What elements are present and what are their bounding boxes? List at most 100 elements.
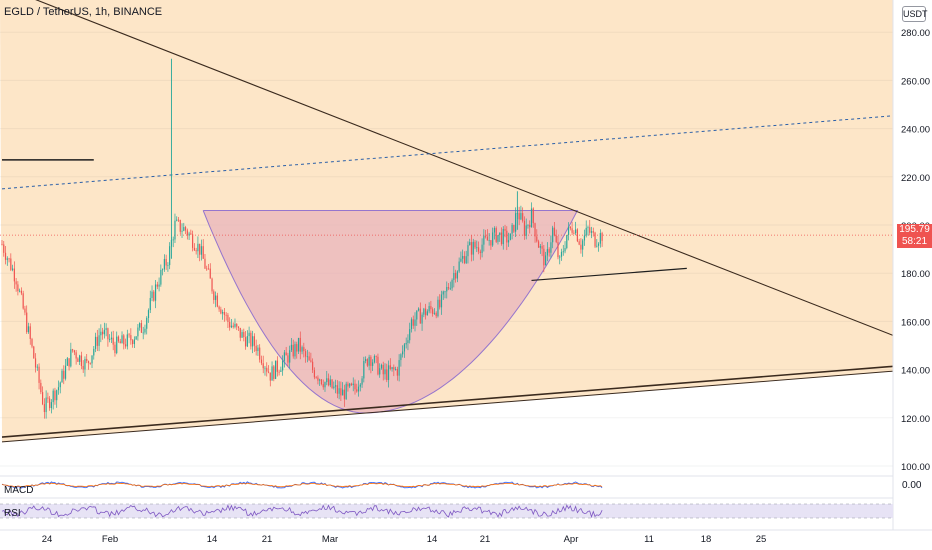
candle-body-304 bbox=[537, 241, 540, 248]
candle-body-115 bbox=[204, 258, 206, 269]
candle-body-247 bbox=[437, 299, 439, 317]
candle-body-77 bbox=[137, 327, 139, 337]
candle-body-307 bbox=[543, 248, 545, 266]
dotted-trendline bbox=[1, 113, 913, 190]
candle-body-88 bbox=[156, 284, 158, 287]
currency-label[interactable]: USDT bbox=[902, 6, 928, 22]
candle-body-185 bbox=[327, 378, 330, 386]
y-tick-label-2: 240.00 bbox=[901, 125, 930, 136]
x-tick-label-6: 21 bbox=[480, 534, 491, 545]
candle-body-93 bbox=[165, 258, 167, 266]
candle-body-197 bbox=[349, 383, 351, 387]
candle-body-267 bbox=[472, 241, 474, 255]
candle-body-24 bbox=[43, 404, 45, 413]
candle-body-55 bbox=[98, 335, 100, 346]
candle-body-75 bbox=[133, 339, 135, 345]
candle-body-280 bbox=[495, 228, 497, 242]
candle-body-291 bbox=[515, 213, 517, 232]
candle-body-71 bbox=[126, 334, 128, 347]
macd-label[interactable]: MACD bbox=[4, 485, 34, 496]
candle-body-331 bbox=[585, 227, 587, 236]
candle-body-42 bbox=[75, 352, 77, 359]
candle-body-254 bbox=[449, 288, 451, 290]
candle-body-281 bbox=[497, 235, 499, 242]
candle-body-33 bbox=[59, 382, 61, 388]
candle-body-44 bbox=[79, 355, 81, 362]
candle-body-198 bbox=[350, 383, 353, 386]
candle-body-216 bbox=[382, 364, 384, 375]
y-tick-label-9: 100.00 bbox=[901, 462, 930, 473]
candle-body-217 bbox=[384, 369, 386, 375]
candle-body-133 bbox=[236, 323, 238, 327]
candle-body-293 bbox=[518, 213, 520, 220]
candle-body-323 bbox=[571, 228, 573, 233]
candle-body-28 bbox=[50, 402, 53, 409]
candle-body-340 bbox=[601, 233, 603, 241]
candle-body-64 bbox=[114, 344, 116, 354]
candle-body-95 bbox=[169, 246, 171, 266]
candle-body-91 bbox=[162, 269, 164, 271]
candle-body-306 bbox=[541, 246, 543, 249]
candle-body-31 bbox=[56, 390, 58, 401]
candle-body-214 bbox=[379, 368, 381, 375]
y-tick-label-5: 180.00 bbox=[901, 269, 930, 280]
candle-body-53 bbox=[94, 336, 97, 349]
candle-body-62 bbox=[110, 337, 113, 340]
candle-body-152 bbox=[269, 372, 271, 381]
candle-body-173 bbox=[306, 356, 308, 358]
candle-body-244 bbox=[432, 309, 434, 314]
candle-body-316 bbox=[559, 256, 561, 258]
candle-body-184 bbox=[326, 378, 328, 383]
candle-body-69 bbox=[123, 335, 125, 345]
candle-body-246 bbox=[435, 312, 437, 317]
candle-body-90 bbox=[160, 269, 162, 285]
candle-body-12 bbox=[22, 293, 24, 309]
candle-body-144 bbox=[255, 345, 257, 352]
candle-body-37 bbox=[66, 358, 68, 366]
candle-body-174 bbox=[308, 356, 310, 361]
candle-body-7 bbox=[13, 268, 15, 282]
candle-body-283 bbox=[500, 232, 503, 245]
candle-body-72 bbox=[128, 334, 130, 336]
candle-body-218 bbox=[386, 369, 388, 380]
candle-body-129 bbox=[229, 321, 231, 328]
candle-body-335 bbox=[592, 231, 594, 233]
candle-body-318 bbox=[562, 251, 564, 253]
candle-body-137 bbox=[243, 332, 245, 338]
candle-body-212 bbox=[375, 356, 377, 357]
candle-body-219 bbox=[387, 365, 390, 380]
candle-body-100 bbox=[177, 219, 180, 221]
candle-body-99 bbox=[176, 219, 178, 221]
x-tick-label-3: 21 bbox=[262, 534, 273, 545]
candle-body-194 bbox=[343, 389, 346, 400]
candle-body-106 bbox=[188, 233, 190, 236]
candle-body-121 bbox=[214, 295, 217, 300]
candle-body-282 bbox=[499, 232, 501, 236]
candle-body-54 bbox=[96, 336, 98, 346]
candle-body-52 bbox=[93, 348, 95, 356]
candle-body-191 bbox=[338, 388, 340, 394]
macd-value: 0.00 bbox=[902, 480, 922, 491]
candle-body-128 bbox=[227, 314, 229, 322]
candle-body-169 bbox=[299, 337, 301, 352]
candle-body-39 bbox=[70, 349, 72, 367]
candle-body-134 bbox=[237, 326, 240, 328]
candle-body-168 bbox=[297, 337, 300, 352]
candle-body-229 bbox=[405, 342, 407, 345]
candle-body-213 bbox=[377, 356, 379, 375]
candle-body-176 bbox=[312, 361, 314, 371]
candle-body-302 bbox=[534, 223, 536, 237]
cup-pattern-shape bbox=[202, 209, 579, 414]
candle-body-84 bbox=[149, 298, 151, 311]
macd-signal-line bbox=[1, 482, 603, 488]
candle-body-43 bbox=[77, 358, 79, 362]
x-tick-label-2: 14 bbox=[207, 534, 218, 545]
candle-body-326 bbox=[576, 229, 578, 242]
candle-body-68 bbox=[121, 335, 123, 344]
candle-body-105 bbox=[186, 230, 188, 236]
rsi-label[interactable]: RSI bbox=[4, 508, 21, 519]
candle-body-27 bbox=[49, 398, 51, 409]
candle-body-222 bbox=[393, 367, 395, 370]
candle-body-195 bbox=[345, 383, 347, 400]
